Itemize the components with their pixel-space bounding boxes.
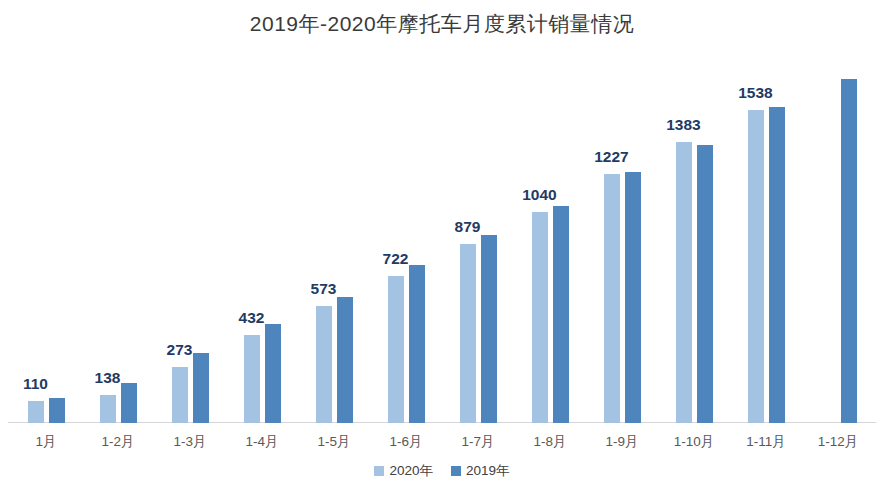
bar-2019年-1-12月	[841, 79, 857, 423]
legend-label-2020年: 2020年	[389, 462, 433, 480]
bar-2019年-1-6月	[409, 265, 425, 423]
bar-2020年-1-6月	[388, 276, 404, 423]
x-tick-label-1-11月: 1-11月	[730, 433, 802, 451]
x-tick-label-1-7月: 1-7月	[442, 433, 514, 451]
x-tick-label-1-6月: 1-6月	[370, 433, 442, 451]
data-label-1-8月: 1040	[508, 186, 572, 204]
x-tick-label-1-8月: 1-8月	[514, 433, 586, 451]
bar-2020年-1-8月	[532, 212, 548, 423]
legend-item-2020年: 2020年	[374, 462, 433, 480]
bar-2019年-1-11月	[769, 107, 785, 423]
bar-2019年-1-2月	[121, 383, 137, 423]
plot-area: 1101月1381-2月2731-3月4321-4月5731-5月7221-6月…	[0, 0, 884, 488]
bar-2019年-1-10月	[697, 145, 713, 423]
bar-2019年-1-8月	[553, 206, 569, 423]
bar-2019年-1-9月	[625, 172, 641, 423]
bar-2020年-1-2月	[100, 395, 116, 423]
bar-2020年-1-3月	[172, 367, 188, 423]
bar-2020年-1-5月	[316, 306, 332, 423]
bar-2020年-1-9月	[604, 174, 620, 423]
x-tick-label-1-3月: 1-3月	[154, 433, 226, 451]
bar-2019年-1-7月	[481, 235, 497, 423]
x-tick-label-1-10月: 1-10月	[658, 433, 730, 451]
x-tick-label-1-12月: 1-12月	[802, 433, 874, 451]
bar-2020年-1-10月	[676, 142, 692, 423]
legend: 2020年 2019年	[0, 461, 884, 481]
bar-2020年-1月	[28, 401, 44, 423]
x-tick-label-1-9月: 1-9月	[586, 433, 658, 451]
x-tick-label-1月: 1月	[10, 433, 82, 451]
data-label-1-7月: 879	[436, 218, 500, 236]
data-label-1-10月: 1383	[652, 116, 716, 134]
chart-canvas: 2019年-2020年摩托车月度累计销量情况 1101月1381-2月2731-…	[0, 0, 884, 488]
legend-label-2019年: 2019年	[466, 462, 510, 480]
legend-item-2019年: 2019年	[451, 462, 510, 480]
bar-2019年-1-4月	[265, 324, 281, 423]
x-tick-label-1-4月: 1-4月	[226, 433, 298, 451]
bar-2019年-1-3月	[193, 353, 209, 423]
x-tick-label-1-5月: 1-5月	[298, 433, 370, 451]
bar-2020年-1-7月	[460, 244, 476, 423]
data-label-1月: 110	[4, 375, 68, 393]
x-tick-label-1-2月: 1-2月	[82, 433, 154, 451]
legend-swatch-2020年	[374, 466, 384, 476]
data-label-1-11月: 1538	[724, 84, 788, 102]
bar-2020年-1-4月	[244, 335, 260, 423]
x-axis-line	[8, 422, 876, 423]
bar-2020年-1-11月	[748, 110, 764, 423]
bar-2019年-1月	[49, 398, 65, 423]
data-label-1-9月: 1227	[580, 148, 644, 166]
data-label-1-5月: 573	[292, 280, 356, 298]
bar-2019年-1-5月	[337, 297, 353, 423]
legend-swatch-2019年	[451, 466, 461, 476]
